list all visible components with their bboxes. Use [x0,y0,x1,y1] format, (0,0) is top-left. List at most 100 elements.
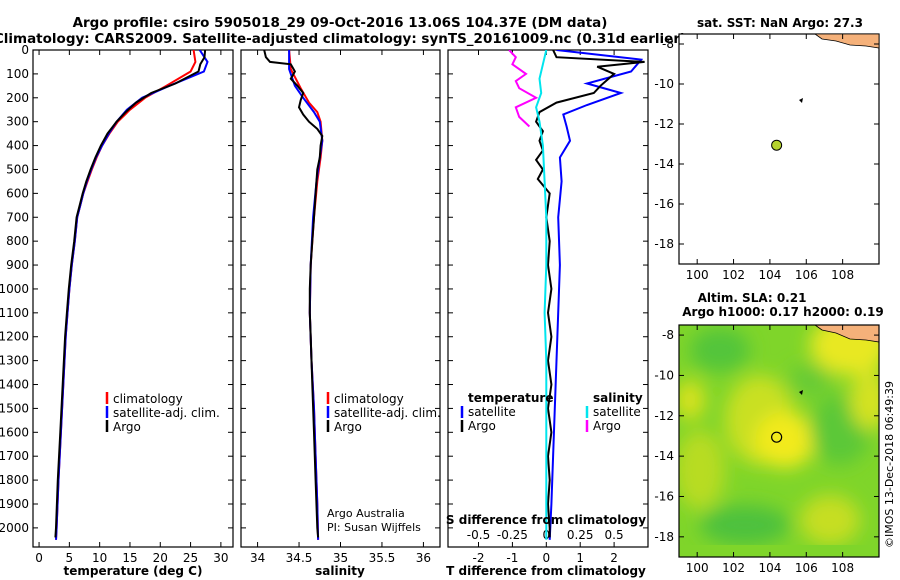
map-x-tick-label: 108 [831,561,854,575]
depth-tick-label: 1000 [0,282,29,296]
map-y-tick-label: -10 [654,77,674,91]
title-line2: Climatology: CARS2009. Satellite-adjuste… [0,31,686,47]
sla-map-frame [678,324,880,558]
series-line-satellite-adj-clim- [55,50,209,540]
legend-label-t-satellite: satellite [468,405,516,419]
argo-float-position-marker [771,431,783,443]
s-diff-tick-label: -0.5 [467,528,490,542]
depth-tick-label: 1700 [0,449,29,463]
annotation-argo-australia: Argo Australia [327,507,405,520]
island-marker [799,390,803,395]
map-y-tick-label: -14 [654,449,674,463]
map-y-tick-label: -12 [654,117,674,131]
x-tick-label: 15 [122,551,137,565]
map-y-tick-label: -18 [654,237,674,251]
series-line-climatology [55,50,197,540]
map-x-tick-label: 104 [758,561,781,575]
series-line-climatology [288,50,324,540]
map-x-tick-label: 100 [686,561,709,575]
sla-map-title-line2: Argo h1000: 0.17 h2000: 0.19 [682,305,883,319]
depth-tick-label: 200 [6,91,29,105]
x-tick-label: 25 [183,551,198,565]
temperature-x-axis: 0 5 10 15 20 25 30 [33,49,233,565]
legend-label-t-argo: Argo [468,419,496,433]
series-line-s-argo [508,50,539,128]
depth-tick-label: 1300 [0,354,29,368]
depth-tick-label: 800 [6,234,29,248]
land-java-coast [813,33,880,49]
x-tick-label: 30 [213,551,228,565]
map-y-tick-label: -8 [662,37,674,51]
title-line1: Argo profile: csiro 5905018_29 09-Oct-20… [73,15,608,31]
legend-label-argo: Argo [113,420,141,434]
x-tick-label: 10 [92,551,107,565]
legend-title-salinity: salinity [593,391,643,405]
depth-tick-label: 2000 [0,521,29,535]
temperature-series [54,50,209,540]
map-y-tick-label: -18 [654,530,674,544]
salinity-x-axis: 34 34.5 35 35.5 36 [241,49,440,565]
series-line-argo [54,50,207,538]
depth-tick-label: 100 [6,67,29,81]
x-tick-label: 20 [153,551,168,565]
legend-label-argo: Argo [334,420,362,434]
map-y-tick-label: -12 [654,409,674,423]
map-y-tick-label: -10 [654,368,674,382]
legend-label-s-satellite: satellite [593,405,641,419]
salinity-xlabel: salinity [315,564,365,578]
map-y-tick-label: -16 [654,489,674,503]
s-diff-tick-label: -0.25 [497,528,528,542]
series-line-t-argo [534,50,645,538]
map-x-tick-label: 106 [795,561,818,575]
difference-xlabel: T difference from climatology [446,564,646,578]
depth-tick-label: 0 [21,43,29,57]
map-y-tick-label: -16 [654,197,674,211]
x-tick-label: -1 [506,551,518,565]
s-diff-tick-label: 0.25 [567,528,594,542]
x-tick-label: 0 [542,551,550,565]
temperature-legend: climatology satellite-adj. clim. Argo [105,392,220,434]
salinity-legend: climatology satellite-adj. clim. Argo [326,392,441,434]
x-tick-label: 0 [35,551,43,565]
x-tick-label: 2 [610,551,618,565]
depth-tick-label: 1500 [0,401,29,415]
x-tick-label: 34 [250,551,265,565]
difference-legend: temperature salinity satellite Argo sate… [460,391,643,433]
depth-tick-label: 400 [6,139,29,153]
x-tick-label: -2 [473,551,485,565]
s-diff-tick-label: 0.5 [605,528,624,542]
depth-tick-label: 1100 [0,306,29,320]
map-x-tick-label: 108 [831,268,854,282]
t-difference-x-axis: -2 -1 0 1 2 [448,49,648,565]
legend-label-climatology: climatology [334,392,404,406]
x-tick-label: 35 [333,551,348,565]
map-y-tick-label: -14 [654,157,674,171]
depth-tick-label: 1900 [0,497,29,511]
argo-float-position-marker [771,139,783,151]
salinity-plot-frame [240,49,441,548]
series-line-s-satellite [535,50,548,540]
depth-tick-label: 900 [6,258,29,272]
x-tick-label: 5 [66,551,74,565]
sst-map-axes: 100 102 104 106 108 -8 -10 -12 -14 -16 -18 [654,34,879,282]
legend-label-climatology: climatology [113,392,183,406]
legend-label-s-argo: Argo [593,419,621,433]
temperature-xlabel: temperature (deg C) [64,564,203,578]
depth-tick-label: 1800 [0,473,29,487]
sla-map-title-line1: Altim. SLA: 0.21 [698,291,807,305]
depth-tick-label: 500 [6,162,29,176]
series-line-satellite-adj-clim- [288,50,324,540]
sla-map-axes: 100 102 104 106 108 -8 -10 -12 -14 -16 -18 [654,325,879,575]
x-tick-label: 36 [416,551,431,565]
sst-map-title: sat. SST: NaN Argo: 27.3 [697,16,863,30]
sla-field [679,325,879,557]
legend-label-satellite: satellite-adj. clim. [334,406,441,420]
x-tick-label: 34.5 [286,551,313,565]
depth-axis: 0 100 200 300 400 500 600 700 800 900 1000 1100 1200… [0,43,29,535]
temperature-plot-frame [32,49,234,548]
salinity-series [263,50,324,540]
map-x-tick-label: 102 [722,561,745,575]
legend-label-satellite: satellite-adj. clim. [113,406,220,420]
map-x-tick-label: 104 [758,268,781,282]
